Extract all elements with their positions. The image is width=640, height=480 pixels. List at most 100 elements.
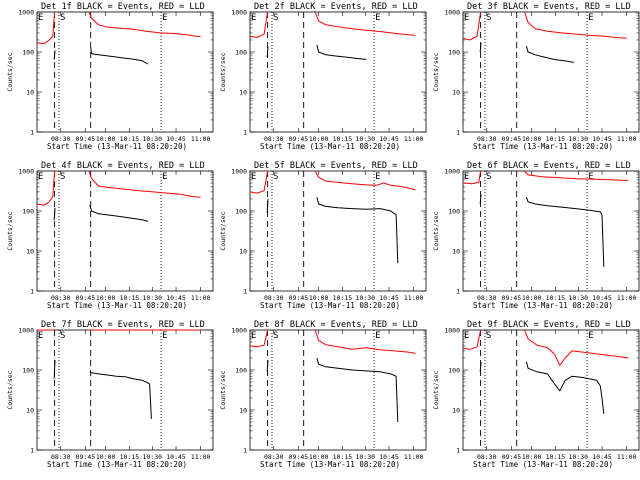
y-axis-label: Counts/sec	[432, 211, 440, 250]
lld-series-line	[314, 170, 416, 191]
x-axis-label: Start Time (13-Mar-11 08:20:20)	[47, 301, 187, 310]
plot-frame	[462, 329, 640, 451]
y-tick-label: 1000	[18, 327, 34, 335]
x-tick-label: 08:30	[264, 135, 284, 143]
marker-letter: E	[588, 172, 593, 182]
panel-title: Det 1f BLACK = Events, RED = LLD	[41, 2, 205, 12]
x-tick-label: 08:30	[477, 453, 497, 461]
x-tick-label: 10:45	[379, 294, 399, 302]
x-tick-label: 08:30	[264, 453, 284, 461]
marker-letter: E	[251, 172, 256, 182]
marker-letter: S	[273, 172, 278, 182]
y-tick-label: 1000	[18, 9, 34, 17]
x-tick-label: 10:30	[355, 453, 375, 461]
y-tick-label: 1000	[18, 168, 34, 176]
x-tick-label: 10:30	[568, 294, 588, 302]
y-tick-label: 1	[243, 288, 247, 296]
y-tick-label: 10	[239, 407, 247, 415]
x-tick-label: 10:30	[142, 453, 162, 461]
x-tick-label: 08:30	[51, 453, 71, 461]
panel-title: Det 4f BLACK = Events, RED = LLD	[41, 161, 205, 171]
y-tick-label: 1	[456, 288, 460, 296]
x-tick-label: 11:00	[617, 294, 637, 302]
y-axis-label: Counts/sec	[432, 370, 440, 409]
x-tick-label: 10:30	[568, 135, 588, 143]
x-tick-label: 11:00	[191, 294, 211, 302]
marker-letter: E	[375, 13, 380, 23]
marker-letter: E	[162, 13, 167, 23]
marker-letter: S	[60, 13, 65, 23]
x-tick-label: 10:45	[592, 294, 612, 302]
y-tick-label: 1000	[444, 168, 460, 176]
lld-series-line	[88, 170, 201, 198]
y-tick-label: 1	[456, 447, 460, 455]
lld-series-line	[462, 329, 482, 350]
x-tick-label: 10:15	[333, 453, 353, 461]
events-series-line	[53, 359, 56, 379]
x-tick-label: 09:45	[289, 453, 309, 461]
plot-frame	[249, 170, 427, 292]
x-tick-label: 11:00	[617, 135, 637, 143]
panel-2: Det 2f BLACK = Events, RED = LLD 1 10 100 10…	[219, 2, 427, 151]
events-series-line	[525, 361, 605, 414]
x-tick-label: 08:30	[51, 135, 71, 143]
panel-9: Det 9f BLACK = Events, RED = LLD 1 10 100 10…	[432, 320, 640, 469]
x-tick-label: 10:45	[166, 453, 186, 461]
marker-letter: E	[588, 13, 593, 23]
events-series-line	[316, 44, 367, 60]
marker-letter: E	[38, 172, 43, 182]
plot-frame	[36, 329, 214, 451]
y-axis-label: Counts/sec	[6, 211, 14, 250]
x-tick-label: 11:00	[191, 135, 211, 143]
x-tick-label: 10:30	[142, 135, 162, 143]
x-tick-label: 09:45	[76, 294, 96, 302]
y-tick-label: 10	[239, 248, 247, 256]
x-tick-label: 10:00	[309, 294, 329, 302]
y-tick-label: 100	[22, 367, 34, 375]
events-series-line	[479, 361, 482, 372]
y-tick-label: 1	[243, 129, 247, 137]
x-tick-label: 11:00	[404, 453, 424, 461]
y-tick-label: 10	[239, 89, 247, 97]
x-tick-label: 11:00	[404, 294, 424, 302]
y-tick-label: 1	[456, 129, 460, 137]
marker-letter: E	[162, 331, 167, 341]
events-series-line	[53, 207, 56, 220]
x-tick-label: 09:45	[289, 135, 309, 143]
lld-series-line	[88, 11, 201, 38]
y-tick-label: 100	[235, 208, 247, 216]
x-tick-label: 11:00	[191, 453, 211, 461]
y-tick-label: 1000	[231, 168, 247, 176]
events-series-line	[53, 50, 56, 60]
panel-3: Det 3f BLACK = Events, RED = LLD 1 10 100 10…	[432, 2, 640, 151]
x-tick-label: 10:30	[568, 453, 588, 461]
events-series-line	[525, 197, 605, 267]
marker-letter: E	[38, 13, 43, 23]
panel-title: Det 2f BLACK = Events, RED = LLD	[254, 2, 418, 12]
x-tick-label: 10:15	[546, 135, 566, 143]
y-tick-label: 1000	[444, 9, 460, 17]
x-tick-label: 10:00	[522, 294, 542, 302]
panel-4: Det 4f BLACK = Events, RED = LLD 1 10 100 10…	[6, 161, 214, 310]
y-tick-label: 10	[452, 407, 460, 415]
x-tick-label: 09:45	[502, 135, 522, 143]
plot-frame	[36, 170, 214, 292]
panel-5: Det 5f BLACK = Events, RED = LLD 1 10 100 10…	[219, 161, 427, 310]
y-tick-label: 10	[452, 89, 460, 97]
marker-letter: E	[162, 172, 167, 182]
events-series-line	[479, 42, 482, 53]
x-tick-label: 11:00	[404, 135, 424, 143]
x-tick-label: 09:45	[502, 453, 522, 461]
marker-letter: S	[60, 331, 65, 341]
plot-frame	[36, 11, 214, 133]
y-tick-label: 1	[243, 447, 247, 455]
x-tick-label: 10:00	[522, 135, 542, 143]
y-tick-label: 1000	[231, 9, 247, 17]
y-tick-label: 10	[26, 89, 34, 97]
x-axis-label: Start Time (13-Mar-11 08:20:20)	[47, 142, 187, 151]
x-axis-label: Start Time (13-Mar-11 08:20:20)	[260, 142, 400, 151]
y-tick-label: 100	[235, 367, 247, 375]
lld-series-line	[524, 170, 629, 181]
events-series-line	[266, 198, 269, 213]
x-tick-label: 09:45	[502, 294, 522, 302]
